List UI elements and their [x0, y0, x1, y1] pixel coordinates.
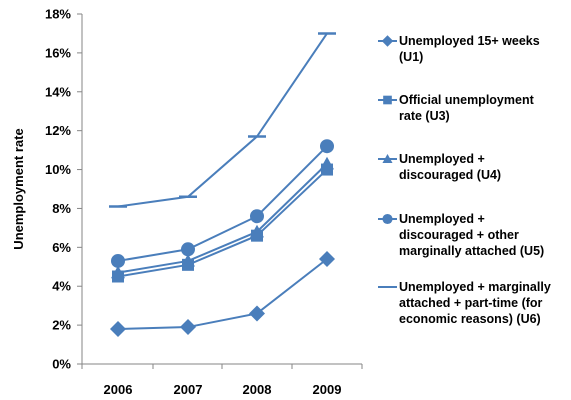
- data-point: [249, 305, 265, 322]
- legend-label: Official unemployment rate (U3): [399, 93, 535, 123]
- legend-label: Unemployed + discouraged + other marginall…: [399, 212, 544, 258]
- y-tick-label: 14%: [45, 84, 71, 99]
- x-tick-label: 2009: [313, 382, 342, 397]
- series-3: [111, 156, 334, 279]
- series-4: [111, 139, 334, 268]
- series-5: [109, 32, 336, 208]
- data-point: [181, 242, 195, 257]
- legend-item-2: Official unemployment rate (U3): [378, 93, 535, 123]
- legend-item-5: Unemployed + marginally attached + part-t…: [378, 280, 551, 326]
- axes: 0% 2% 4% 6% 8% 10% 12% 14% 16% 18% 2006 2007 2008 200…: [45, 7, 363, 397]
- legend: Unemployed 15+ weeks (U1) Official unemplo…: [378, 34, 551, 326]
- legend-item-4: Unemployed + discouraged + other marginall…: [378, 212, 544, 258]
- legend-label: Unemployed + discouraged (U4): [399, 152, 501, 182]
- series-1: [110, 251, 335, 337]
- data-point: [250, 209, 264, 224]
- y-tick-label: 4%: [52, 279, 71, 294]
- data-point: [320, 156, 334, 170]
- data-point: [250, 224, 264, 238]
- legend-label: Unemployed + marginally attached + part-t…: [399, 280, 551, 326]
- data-point: [181, 253, 195, 267]
- legend-swatch-marker: [382, 213, 393, 225]
- series-2: [112, 163, 333, 283]
- legend-item-1: Unemployed 15+ weeks (U1): [378, 34, 540, 64]
- y-tick-label: 12%: [45, 123, 71, 138]
- y-tick-label: 16%: [45, 45, 71, 60]
- legend-label: Unemployed 15+ weeks (U1): [399, 34, 540, 64]
- plot-area: [109, 32, 336, 337]
- series-line: [117, 32, 328, 208]
- y-axis-label: Unemployment rate: [11, 128, 26, 249]
- y-tick-label: 18%: [45, 7, 71, 22]
- data-point: [111, 253, 125, 268]
- data-point: [110, 321, 126, 337]
- series-line: [117, 145, 328, 262]
- legend-swatch-marker: [381, 35, 394, 47]
- data-point: [111, 265, 125, 279]
- y-tick-label: 6%: [52, 240, 71, 255]
- data-point: [320, 139, 334, 154]
- y-tick-label: 0%: [52, 357, 71, 372]
- legend-swatch-marker: [382, 153, 393, 164]
- y-tick-label: 2%: [52, 318, 71, 333]
- x-tick-label: 2006: [104, 382, 133, 397]
- legend-swatch-marker: [383, 95, 392, 105]
- data-point: [319, 251, 335, 267]
- x-tick-label: 2008: [243, 382, 272, 397]
- y-tick-label: 10%: [45, 162, 71, 177]
- series-line: [117, 168, 328, 278]
- x-tick-label: 2007: [174, 382, 203, 397]
- legend-item-3: Unemployed + discouraged (U4): [378, 152, 501, 182]
- series-line: [117, 163, 328, 274]
- y-tick-label: 8%: [52, 201, 71, 216]
- series-line: [117, 258, 328, 330]
- data-point: [180, 319, 196, 336]
